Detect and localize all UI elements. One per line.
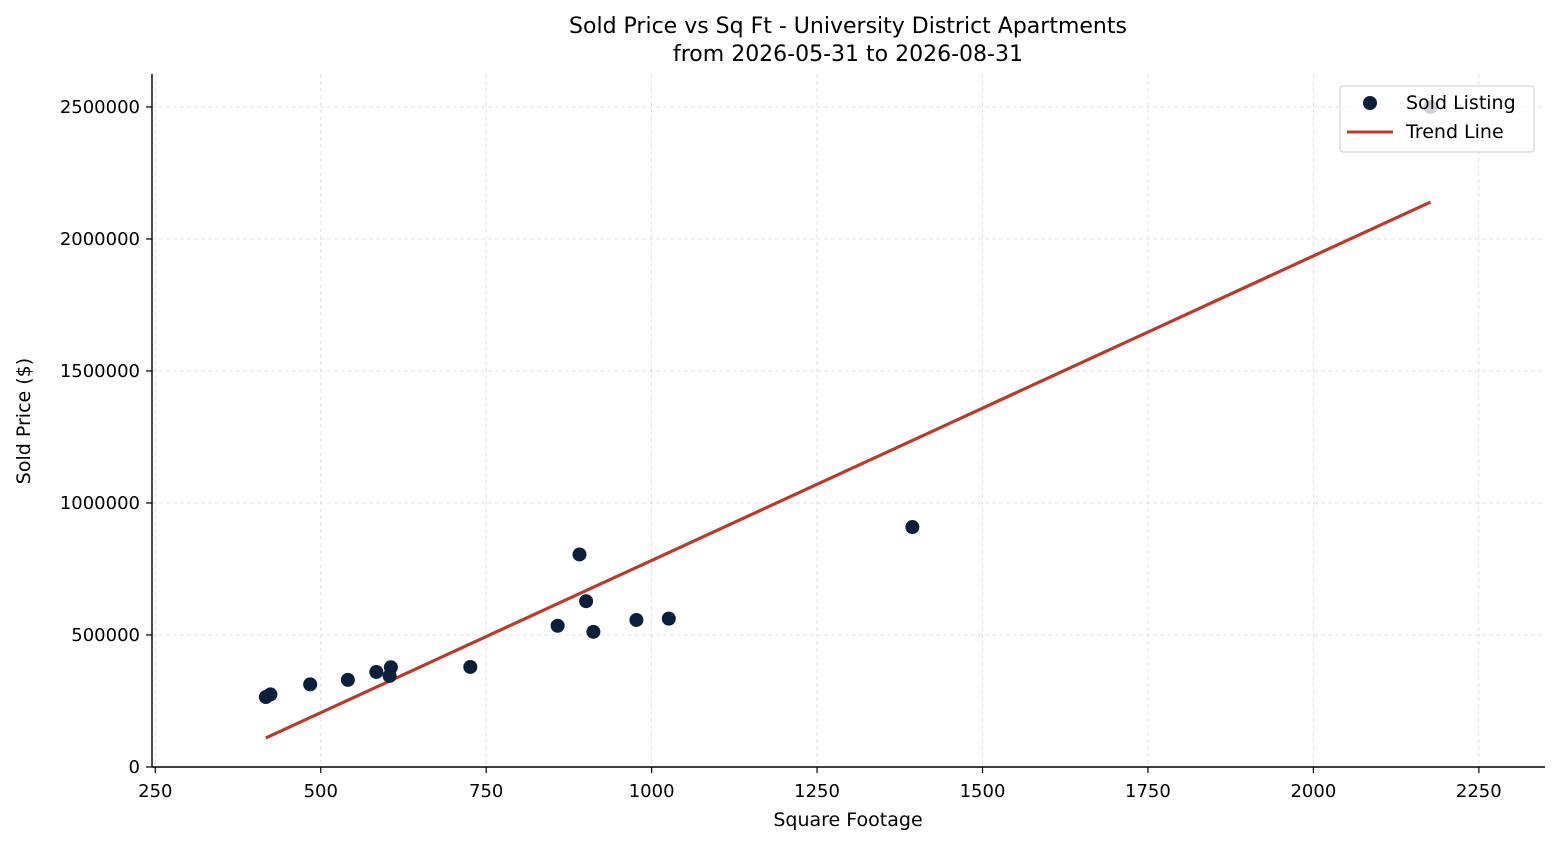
x-tick-label: 500 (304, 781, 338, 802)
scatter-point (340, 672, 355, 687)
scatter-point (572, 547, 587, 562)
x-tick-label: 750 (469, 781, 503, 802)
legend-label-trend-line: Trend Line (1405, 121, 1504, 143)
legend-box (1339, 85, 1535, 153)
y-tick-label: 2000000 (60, 229, 140, 250)
scatter-point (463, 659, 478, 674)
trend-line (265, 200, 1432, 740)
scatter-point (586, 624, 601, 639)
x-tick-label: 1500 (960, 781, 1006, 802)
scatter-point (629, 612, 644, 627)
legend-marker-sold-listing (1363, 96, 1377, 110)
axes (151, 74, 1545, 768)
scatter-point (303, 677, 318, 692)
x-axis-ticks: 250 500 750 1000 1250 1500 1750 2000 2250 (138, 767, 1502, 802)
chart-subtitle: from 2026-05-31 to 2026-08-31 (673, 42, 1023, 67)
y-tick-label: 500000 (71, 625, 140, 646)
x-tick-label: 1000 (629, 781, 675, 802)
scatter-point (369, 664, 384, 679)
y-tick-label: 1500000 (60, 361, 140, 382)
legend: Sold Listing Trend Line (1339, 85, 1535, 153)
y-axis-label: Sold Price ($) (13, 358, 35, 484)
grid-lines (152, 74, 1545, 768)
x-tick-label: 1250 (794, 781, 840, 802)
x-tick-label: 2250 (1456, 781, 1502, 802)
scatter-point (263, 687, 278, 702)
y-tick-label: 1000000 (60, 493, 140, 514)
x-tick-label: 1750 (1125, 781, 1171, 802)
chart-title: Sold Price vs Sq Ft - University Distric… (569, 14, 1127, 39)
y-axis-ticks: 0 500000 1000000 1500000 2000000 2500000 (60, 97, 152, 778)
x-tick-label: 250 (138, 781, 172, 802)
scatter-point (661, 611, 676, 626)
scatter-points (258, 100, 1438, 705)
x-axis-label: Square Footage (773, 809, 922, 831)
x-tick-label: 2000 (1290, 781, 1336, 802)
scatter-point (383, 660, 398, 675)
scatter-point (579, 594, 594, 609)
y-tick-label: 0 (129, 757, 140, 778)
scatter-point (905, 520, 920, 535)
y-tick-label: 2500000 (60, 97, 140, 118)
legend-label-sold-listing: Sold Listing (1406, 92, 1516, 114)
scatter-point (550, 618, 565, 633)
trend-line-group (265, 200, 1432, 740)
